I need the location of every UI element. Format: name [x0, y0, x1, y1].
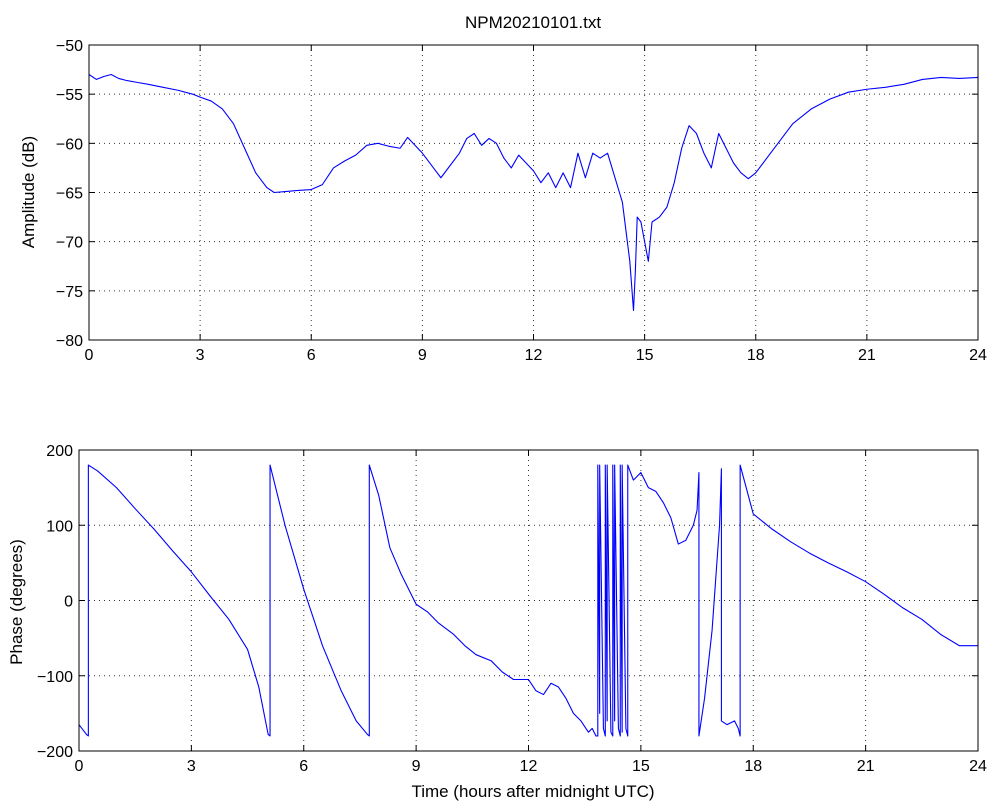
phase-panel: Time (hours after midnight UTC) Phase (d… — [7, 443, 987, 801]
phase-plot-frame — [78, 449, 979, 752]
amplitude-x-tick-label: 21 — [858, 347, 876, 364]
amplitude-x-tick-label: 12 — [525, 347, 543, 364]
amplitude-y-tick-label: −60 — [56, 136, 83, 153]
phase-y-tick-label: 200 — [46, 443, 73, 460]
phase-x-tick-label: 0 — [75, 758, 84, 775]
amplitude-plot-frame — [88, 44, 979, 341]
phase-x-tick-labels: 0 3 6 9 12 15 18 21 24 — [75, 758, 987, 775]
amplitude-x-tick-label: 18 — [747, 347, 765, 364]
phase-y-tick-label: 100 — [46, 518, 73, 535]
phase-series — [78, 464, 978, 737]
phase-y-tick-label: 0 — [64, 594, 73, 611]
phase-x-tick-label: 6 — [299, 758, 308, 775]
phase-gridlines — [79, 450, 978, 751]
phase-x-tick-label: 18 — [744, 758, 762, 775]
phase-x-tick-label: 3 — [187, 758, 196, 775]
amplitude-x-tick-label: 0 — [85, 347, 94, 364]
amplitude-series-line-0 — [88, 73, 979, 312]
phase-x-axis-label: Time (hours after midnight UTC) — [411, 782, 654, 801]
amplitude-y-axis-label: Amplitude (dB) — [19, 136, 38, 248]
phase-series-line-0 — [78, 464, 978, 737]
amplitude-y-tick-label: −80 — [56, 333, 83, 350]
chart-title: NPM20210101.txt — [465, 13, 601, 32]
amplitude-x-tick-label: 3 — [196, 347, 205, 364]
amplitude-x-tick-label: 24 — [969, 347, 987, 364]
phase-y-tick-label: −100 — [37, 669, 73, 686]
amplitude-y-tick-label: −50 — [56, 38, 83, 55]
amplitude-x-tick-label: 15 — [636, 347, 654, 364]
amplitude-panel: NPM20210101.txt Amplitude (dB) 0 3 6 9 12 15 1… — [19, 13, 987, 364]
amplitude-y-tick-label: −55 — [56, 87, 83, 104]
amplitude-y-tick-label: −70 — [56, 235, 83, 252]
amplitude-y-tick-labels: −80 −75 −70 −65 −60 −55 −50 — [56, 38, 83, 350]
amplitude-gridlines — [89, 45, 978, 340]
phase-x-tick-label: 12 — [520, 758, 538, 775]
amplitude-series — [88, 73, 979, 312]
phase-x-tick-label: 24 — [969, 758, 987, 775]
amplitude-x-tick-label: 9 — [418, 347, 427, 364]
phase-y-tick-label: −200 — [37, 744, 73, 761]
phase-y-tick-labels: −200 −100 0 100 200 — [37, 443, 73, 761]
phase-x-tick-label: 9 — [412, 758, 421, 775]
phase-x-tick-label: 15 — [632, 758, 650, 775]
amplitude-x-tick-label: 6 — [307, 347, 316, 364]
amplitude-y-tick-label: −75 — [56, 284, 83, 301]
phase-y-axis-label: Phase (degrees) — [7, 539, 26, 665]
phase-x-tick-label: 21 — [857, 758, 875, 775]
amplitude-x-tick-labels: 0 3 6 9 12 15 18 21 24 — [85, 347, 987, 364]
amplitude-y-tick-label: −65 — [56, 186, 83, 203]
